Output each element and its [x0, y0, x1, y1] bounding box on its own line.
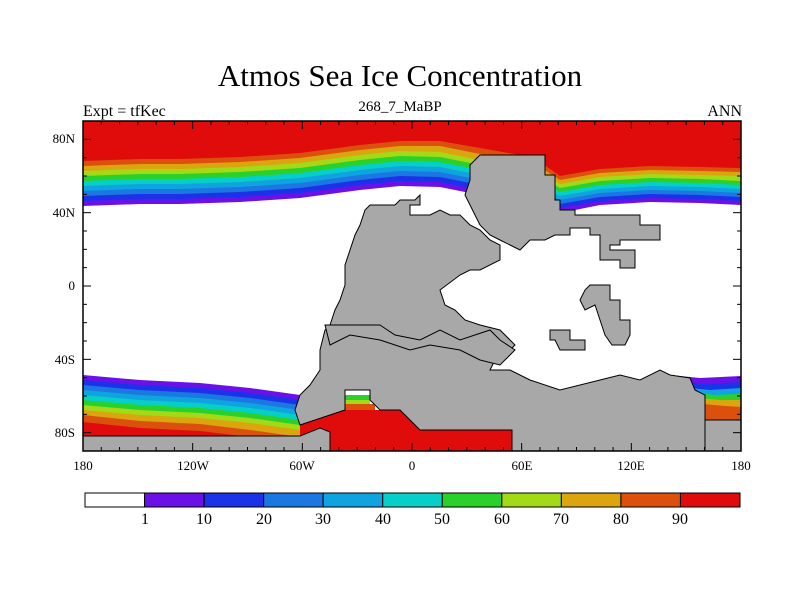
- colorbar-label: 40: [375, 511, 391, 528]
- colorbar-label: 50: [434, 511, 450, 528]
- map-field: [83, 121, 741, 451]
- antarctic-land: [83, 427, 331, 451]
- experiment-label: Expt = tfKec: [83, 103, 166, 120]
- colorbar-label: 20: [256, 511, 272, 528]
- colorbar-box: [263, 492, 324, 508]
- lon-tick-label: 180: [73, 458, 93, 473]
- lon-tick-label: 120W: [177, 458, 210, 473]
- plot-subtitle: 268_7_MaBP: [358, 99, 442, 115]
- lon-tick-label: 180: [731, 458, 751, 473]
- lat-tick-label: 40N: [53, 205, 76, 220]
- lat-tick-label: 80N: [53, 131, 76, 146]
- colorbar-box: [144, 492, 205, 508]
- colorbar-label: 80: [613, 511, 629, 528]
- small-east-island: [549, 329, 586, 351]
- axis-ticks: [82, 120, 742, 452]
- colorbar-label: 30: [315, 511, 331, 528]
- land-masses: [83, 154, 741, 451]
- colorbar-box: [322, 492, 384, 508]
- lon-tick-label: 60E: [512, 458, 533, 473]
- pangea-main: [464, 154, 661, 269]
- lon-tick-label: 0: [409, 458, 416, 473]
- lat-tick-label: 80S: [55, 425, 75, 440]
- plot-title: Atmos Sea Ice Concentration: [217, 58, 583, 93]
- colorbar: [84, 492, 741, 508]
- season-label: ANN: [707, 103, 742, 120]
- lat-tick-label: 0: [69, 278, 76, 293]
- lat-axis-labels: 80N 40N 0 40S 80S: [53, 131, 76, 440]
- lon-axis-labels: 180 120W 60W 0 60E 120E 180: [73, 458, 751, 473]
- central-landmass: [324, 324, 516, 366]
- colorbar-label: 70: [553, 511, 569, 528]
- colorbar-box: [560, 492, 622, 508]
- east-island: [579, 284, 631, 346]
- colorbar-box: [441, 492, 503, 508]
- lon-tick-label: 60W: [289, 458, 315, 473]
- colorbar-box: [679, 492, 741, 508]
- colorbar-label: 90: [672, 511, 688, 528]
- colorbar-box: [620, 492, 681, 508]
- lon-tick-label: 120E: [617, 458, 645, 473]
- colorbar-label: 1: [141, 511, 149, 528]
- north-sea-ice: [83, 121, 741, 213]
- lat-tick-label: 40S: [55, 352, 75, 367]
- colorbar-label: 10: [196, 511, 212, 528]
- colorbar-labels: 1 10 20 30 40 50 60 70 80 90: [141, 511, 688, 528]
- colorbar-box: [501, 492, 562, 508]
- colorbar-label: 60: [494, 511, 510, 528]
- colorbar-box: [382, 492, 443, 508]
- colorbar-box: [203, 492, 265, 508]
- colorbar-box: [84, 492, 146, 508]
